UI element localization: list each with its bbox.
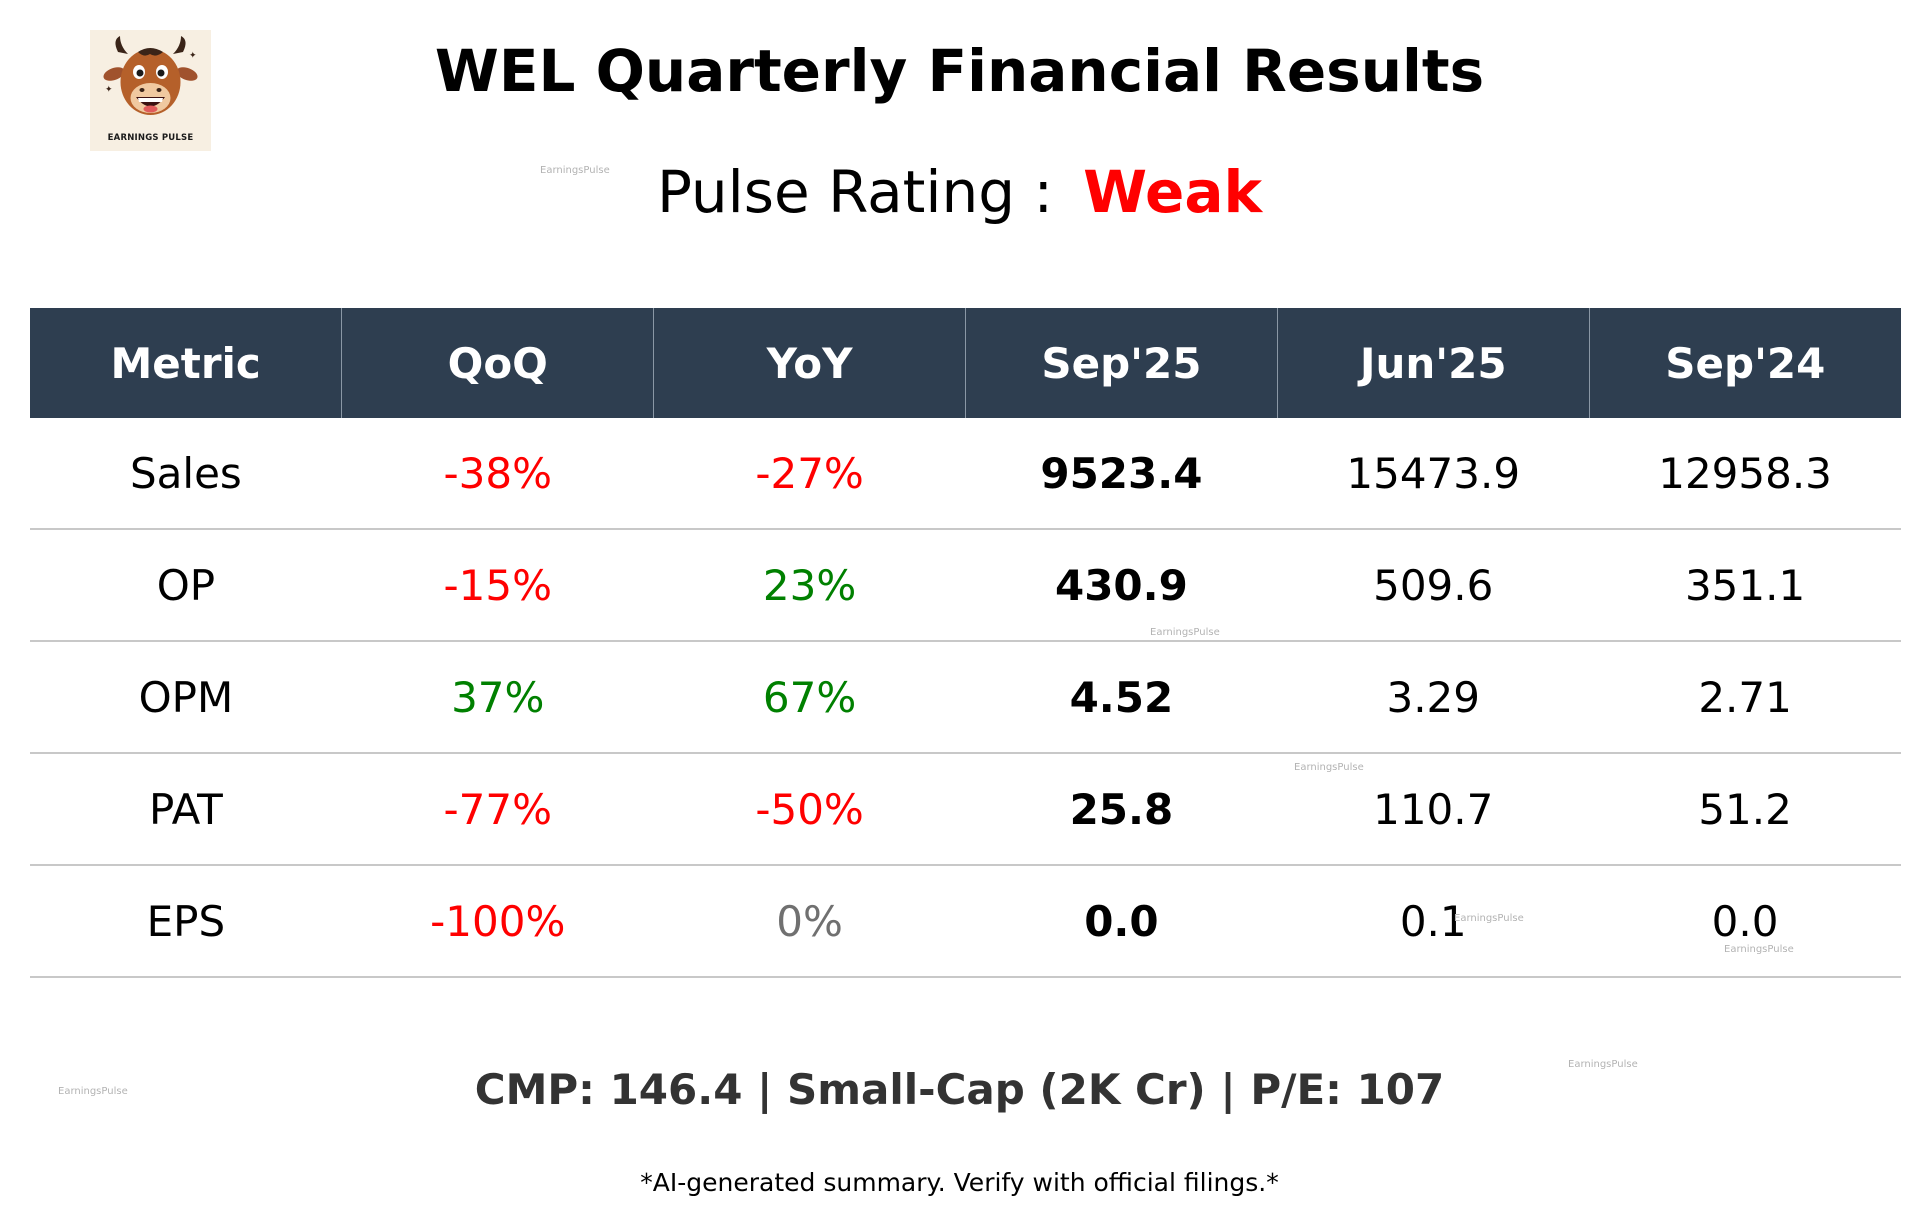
table-row: OPM 37% 67% 4.52 3.29 2.71	[30, 641, 1901, 754]
sep25-cell: 9523.4	[965, 418, 1278, 530]
metric-cell: Sales	[30, 418, 342, 530]
header-yoy: YoY	[653, 308, 966, 418]
header-sep25: Sep'25	[964, 308, 1278, 418]
svg-text:✦: ✦	[105, 85, 113, 95]
header-metric: Metric	[30, 308, 342, 418]
logo-text: EARNINGS PULSE	[107, 133, 194, 143]
sep25-cell: 25.8	[965, 753, 1278, 866]
qoq-cell: -15%	[341, 529, 654, 642]
metric-cell: OP	[30, 529, 342, 642]
financial-results-table: Metric QoQ YoY Sep'25 Jun'25 Sep'24 Sale…	[30, 308, 1901, 978]
yoy-cell: 23%	[653, 529, 966, 642]
header-jun25: Jun'25	[1276, 308, 1590, 418]
svg-text:✦: ✦	[189, 51, 197, 61]
jun25-cell: 3.29	[1277, 641, 1590, 754]
watermark: EarningsPulse	[540, 165, 610, 176]
sep24-cell: 12958.3	[1589, 418, 1901, 530]
sep24-cell: 0.0	[1589, 865, 1901, 978]
metric-cell: PAT	[30, 753, 342, 866]
sep25-cell: 0.0	[965, 865, 1278, 978]
watermark: EarningsPulse	[1294, 762, 1364, 773]
watermark: EarningsPulse	[1724, 944, 1794, 955]
jun25-cell: 0.1	[1277, 865, 1590, 978]
watermark: EarningsPulse	[1150, 627, 1220, 638]
table-row: PAT -77% -50% 25.8 110.7 51.2	[30, 753, 1901, 866]
metric-cell: OPM	[30, 641, 342, 754]
pulse-rating: Pulse Rating : Weak	[0, 157, 1919, 227]
table-header-row: Metric QoQ YoY Sep'25 Jun'25 Sep'24	[30, 308, 1901, 418]
metric-cell: EPS	[30, 865, 342, 978]
qoq-cell: -100%	[341, 865, 654, 978]
header-sep24: Sep'24	[1588, 308, 1901, 418]
disclaimer: *AI-generated summary. Verify with offic…	[640, 1168, 1279, 1197]
pulse-rating-label: Pulse Rating :	[656, 158, 1054, 226]
yoy-cell: -27%	[653, 418, 966, 530]
bull-mascot-icon: ✦ ✦	[103, 36, 198, 115]
logo: ✦ ✦ EARNINGS PULSE	[90, 30, 211, 151]
pulse-rating-value: Weak	[1083, 158, 1263, 226]
sep24-cell: 351.1	[1589, 529, 1901, 642]
yoy-cell: 0%	[653, 865, 966, 978]
sep25-cell: 4.52	[965, 641, 1278, 754]
qoq-cell: -77%	[341, 753, 654, 866]
page-title: WEL Quarterly Financial Results	[434, 37, 1485, 105]
header-qoq: QoQ	[341, 308, 654, 418]
watermark: EarningsPulse	[1568, 1059, 1638, 1070]
table-row: Sales -38% -27% 9523.4 15473.9 12958.3	[30, 418, 1901, 530]
qoq-cell: 37%	[341, 641, 654, 754]
jun25-cell: 110.7	[1277, 753, 1590, 866]
market-stats: CMP: 146.4 | Small-Cap (2K Cr) | P/E: 10…	[474, 1065, 1445, 1114]
watermark: EarningsPulse	[1454, 913, 1524, 924]
table-row: OP -15% 23% 430.9 509.6 351.1	[30, 529, 1901, 642]
sep24-cell: 51.2	[1589, 753, 1901, 866]
yoy-cell: 67%	[653, 641, 966, 754]
yoy-cell: -50%	[653, 753, 966, 866]
jun25-cell: 509.6	[1277, 529, 1590, 642]
table-row: EPS -100% 0% 0.0 0.1 0.0	[30, 865, 1901, 978]
qoq-cell: -38%	[341, 418, 654, 530]
watermark: EarningsPulse	[58, 1086, 128, 1097]
sep25-cell: 430.9	[965, 529, 1278, 642]
sep24-cell: 2.71	[1589, 641, 1901, 754]
jun25-cell: 15473.9	[1277, 418, 1590, 530]
